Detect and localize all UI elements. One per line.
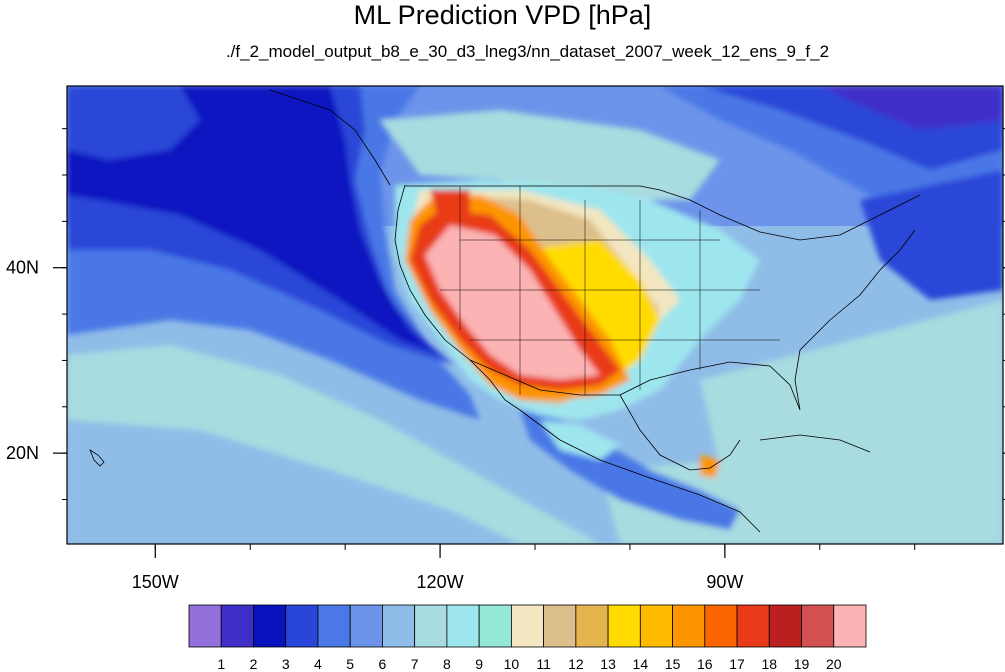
colorbar-label: 12 [568,656,584,672]
colorbar-label: 9 [475,656,483,672]
colorbar-swatch [414,604,448,648]
northern-border [405,185,921,241]
colorbar-label: 10 [504,656,520,672]
colorbar-label: 20 [826,656,842,672]
map-title: ML Prediction VPD [hPa] [353,0,652,30]
colorbar-label: 18 [761,656,777,672]
colorbar-swatch [253,604,287,648]
colorbar-label: 8 [443,656,451,672]
colorbar-label: 11 [536,656,551,672]
alaska-bc-coast [269,89,391,186]
colorbar-label: 4 [314,656,322,672]
colorbar-swatch [575,604,609,648]
colorbar-label: 16 [697,656,713,672]
colorbar-label: 19 [794,656,810,672]
axis-ticks: 150W 120W 90W 40N 20N [6,128,1005,592]
yucatan-coast [619,394,741,471]
hawaii-outline [89,449,105,467]
colorbar-swatch [446,604,480,648]
colorbar-swatch [543,604,577,648]
colorbar-swatch [639,604,673,648]
colorbar-swatch [478,604,512,648]
map-subtitle: ./f_2_model_output_b8_e_30_d3_lneg3/nn_d… [225,42,830,61]
map-field [67,86,1003,544]
colorbar-swatch [607,604,641,648]
lon-tick-label: 90W [706,572,743,592]
colorbar-swatch [510,604,545,648]
colorbar-swatch [704,604,738,648]
colorbar-swatch [285,604,319,648]
gulf-east-coast [469,229,916,411]
colorbar-swatch [349,604,383,648]
colorbar-swatch [801,604,835,648]
colorbar-label: 5 [346,656,354,672]
colorbar-swatch [188,604,222,648]
colorbar-label: 14 [633,656,649,672]
colorbar-swatch [672,604,706,648]
colorbar-swatch [768,604,802,648]
colorbar-label: 15 [665,656,681,672]
state-borders [440,186,780,395]
colorbar-label: 2 [250,656,258,672]
cuba-outline [759,434,871,453]
colorbar-swatch [317,604,351,648]
colorbar-label: 17 [729,656,745,672]
colorbar-label: 1 [217,656,225,672]
colorbar-swatch [220,604,254,648]
lat-tick-label: 20N [6,443,39,463]
colorbar-swatch [833,604,867,648]
colorbar-label: 3 [282,656,290,672]
field-contours [67,86,1003,544]
colorbar-label: 13 [600,656,616,672]
mexico-coast [519,409,761,533]
colorbar-swatch [382,604,416,648]
coastlines [89,89,921,533]
lon-tick-label: 120W [417,572,464,592]
colorbar-label: 7 [411,656,419,672]
colorbar-swatch [736,604,770,648]
lat-tick-label: 40N [6,258,39,278]
lon-tick-label: 150W [132,572,179,592]
colorbar-label: 6 [379,656,387,672]
colorbar: 1 2 3 4 5 6 7 8 9 10 11 12 13 14 15 16 17 18 19 20 [188,604,867,672]
west-coast [394,184,521,411]
